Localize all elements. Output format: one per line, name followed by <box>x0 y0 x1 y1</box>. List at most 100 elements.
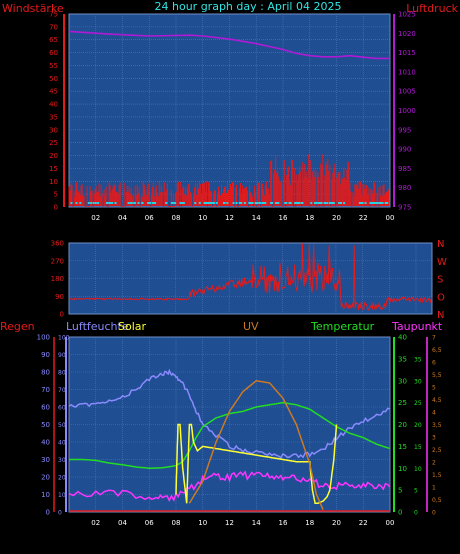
wind-gust-mark <box>141 202 144 204</box>
wind-gust-mark <box>317 202 320 204</box>
wind-gust-mark <box>154 202 157 204</box>
temperature-axis-label: Temperatur <box>310 320 375 333</box>
wind-gust-mark <box>151 202 154 204</box>
x-tick-label: 04 <box>118 519 127 527</box>
wind-gust-mark <box>198 202 201 204</box>
dewpoint-line <box>68 470 391 502</box>
wind-gust-mark <box>371 202 374 204</box>
wind-gust-mark <box>360 202 363 204</box>
wind-gust-mark <box>238 202 241 204</box>
humidity-tick-label: 60 <box>58 405 66 412</box>
solar-axis-label: Solar <box>118 320 147 333</box>
wind-gust-mark <box>264 202 267 204</box>
wind-gust-mark <box>203 202 206 204</box>
wind-gust-mark <box>111 202 114 204</box>
wind-gust-mark <box>310 202 313 204</box>
wind-tick-label: 20 <box>49 152 58 160</box>
direction-tick-label: 270 <box>51 257 64 265</box>
x-tick-label: 16 <box>279 519 288 527</box>
rain-tick-label: 70 <box>41 386 50 394</box>
wind-gust-mark <box>374 202 377 204</box>
pressure-tick-label: 1015 <box>398 49 416 57</box>
x-tick-label: 10 <box>198 214 207 222</box>
wind-gust-mark <box>288 202 291 204</box>
temperature-subtick-label: 35 <box>414 356 422 363</box>
wind-gust-mark <box>259 202 262 204</box>
wind-tick-label: 45 <box>49 88 58 96</box>
wind-gust-mark <box>271 202 274 204</box>
wind-gust-mark <box>384 202 387 204</box>
wind-tick-label: 70 <box>49 23 58 31</box>
wind-gust-mark <box>70 202 73 204</box>
wind-gust-mark <box>301 202 304 204</box>
wind-gust-mark <box>315 202 318 204</box>
pressure-tick-label: 975 <box>398 204 411 212</box>
wind-tick-label: 5 <box>54 191 58 199</box>
wind-gust-mark <box>106 202 109 204</box>
wind-gust-mark <box>275 202 278 204</box>
solar-line <box>175 423 338 505</box>
direction-tick-label: 90 <box>55 293 64 301</box>
wind-direction-line <box>68 243 433 311</box>
wind-gust-mark <box>79 202 82 204</box>
wind-tick-label: 50 <box>49 75 58 83</box>
rain-tick-label: 50 <box>41 421 50 429</box>
pressure-axis-label: Luftdruck <box>406 2 458 15</box>
wind-gust-mark <box>276 202 279 204</box>
humidity-tick-label: 0 <box>58 510 62 517</box>
wind-gust-mark <box>314 202 317 204</box>
uv-tick-label: 2 <box>432 460 436 467</box>
wind-gust-mark <box>208 202 211 204</box>
pressure-tick-label: 1025 <box>398 11 416 19</box>
x-tick-label: 18 <box>305 519 314 527</box>
wind-gust-mark <box>97 202 100 204</box>
uv-tick-label: 5 <box>432 385 436 392</box>
wind-gust-mark <box>358 202 361 204</box>
humidity-tick-label: 70 <box>58 387 66 394</box>
wind-gust-mark <box>147 202 150 204</box>
wind-gust-mark <box>222 202 225 204</box>
pressure-tick-label: 990 <box>398 146 411 154</box>
x-tick-label: 02 <box>91 214 100 222</box>
uv-tick-label: 0,5 <box>432 497 442 504</box>
wind-tick-label: 30 <box>49 126 58 134</box>
wind-axis-label: Windstärke <box>2 2 64 15</box>
chart-title: 24 hour graph day : April 04 2025 <box>155 0 342 13</box>
wind-gust-mark <box>179 202 182 204</box>
wind-gust-mark <box>75 202 78 204</box>
wind-gust-mark <box>376 202 379 204</box>
humidity-axis-label: Luftfeuchte <box>66 320 129 333</box>
wind-gust-mark <box>256 202 259 204</box>
uv-tick-label: 3 <box>432 435 436 442</box>
wind-gust-mark <box>92 202 95 204</box>
wind-gust-mark <box>165 202 168 204</box>
uv-tick-label: 7 <box>432 335 436 342</box>
humidity-tick-label: 90 <box>58 352 66 359</box>
wind-gust-mark <box>173 202 176 204</box>
uv-tick-label: 1,5 <box>432 472 442 479</box>
humidity-tick-label: 80 <box>58 370 66 377</box>
wind-gust-mark <box>205 202 208 204</box>
temperature-subtick-label: 5 <box>414 488 418 495</box>
direction-tick-label: 360 <box>51 240 64 248</box>
x-tick-label: 22 <box>359 214 368 222</box>
direction-tick-label: 0 <box>60 311 64 319</box>
wind-gust-mark <box>127 202 130 204</box>
wind-gust-mark <box>129 202 132 204</box>
wind-gust-mark <box>338 202 341 204</box>
compass-label: N <box>437 239 444 250</box>
wind-gust-mark <box>326 202 329 204</box>
wind-tick-label: 60 <box>49 49 58 57</box>
wind-gust-mark <box>289 202 292 204</box>
temperature-subtick-label: 20 <box>414 422 422 429</box>
wind-gust-mark <box>270 202 273 204</box>
wind-gust-mark <box>212 202 215 204</box>
humidity-line <box>68 368 391 459</box>
rain-tick-label: 80 <box>41 369 50 377</box>
wind-gust-mark <box>340 202 343 204</box>
uv-tick-label: 3,5 <box>432 422 442 429</box>
temperature-tick-label: 35 <box>398 355 407 363</box>
x-tick-label: 00 <box>386 214 395 222</box>
temperature-tick-label: 40 <box>398 334 407 342</box>
